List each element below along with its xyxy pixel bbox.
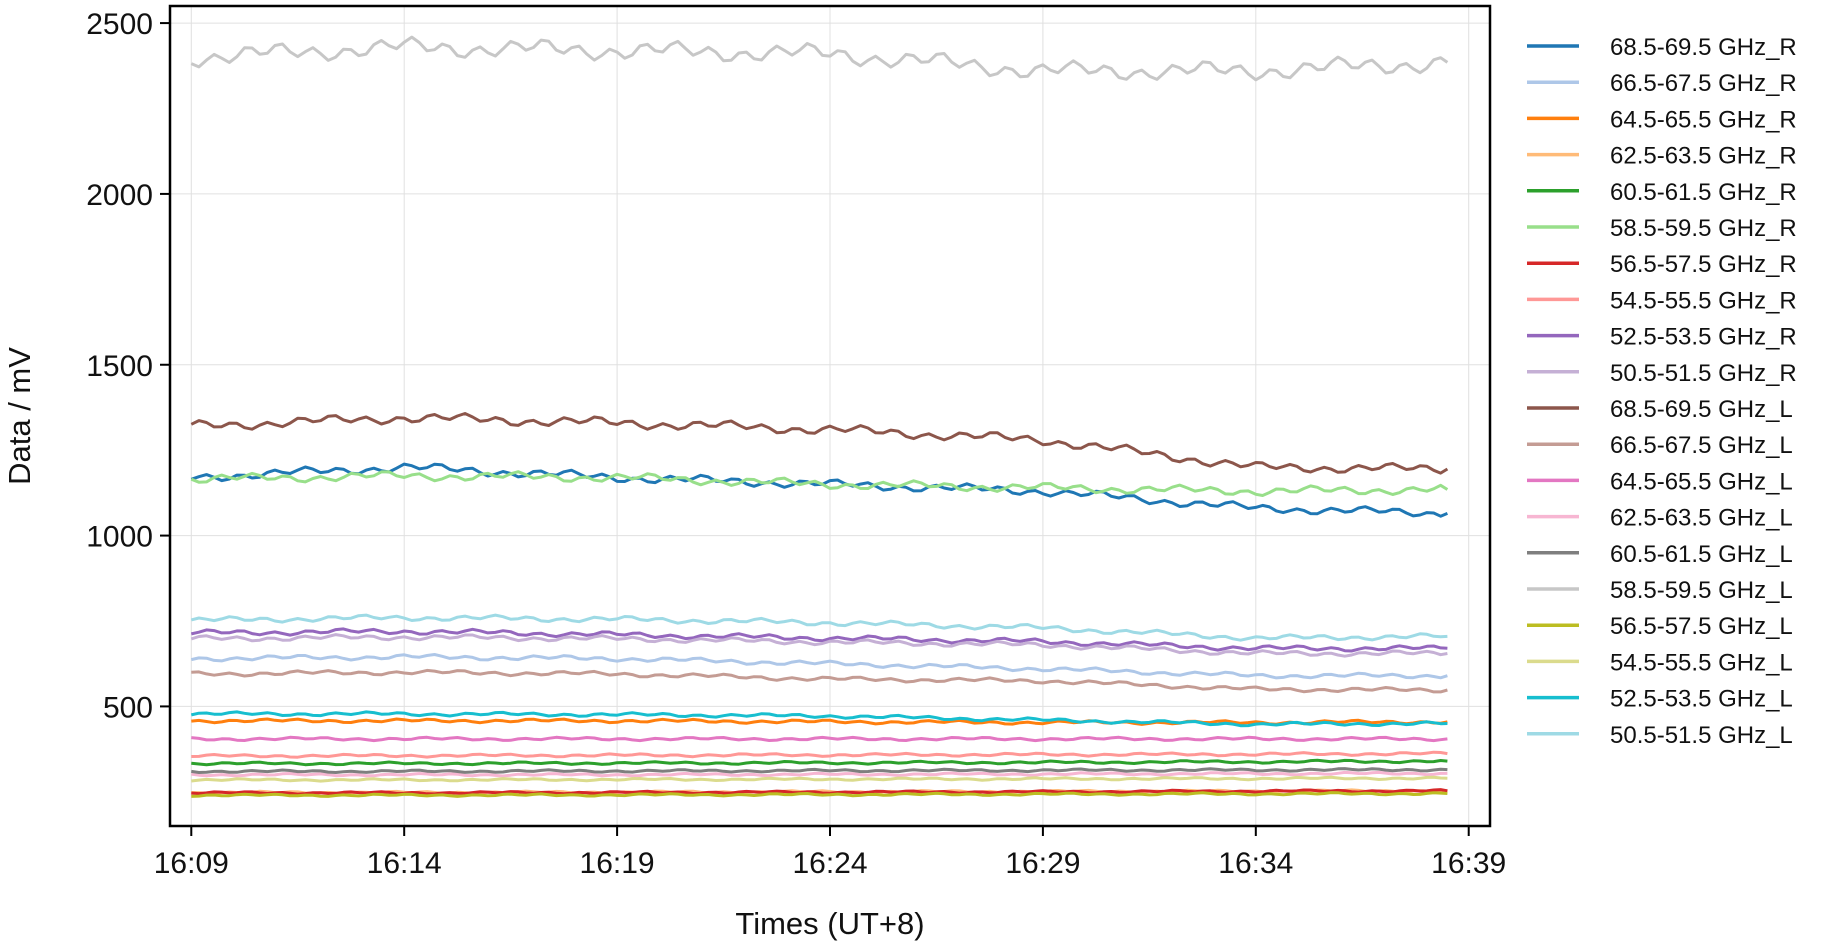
y-tick-label: 500 xyxy=(103,691,153,724)
grid xyxy=(170,6,1490,826)
legend-label: 68.5-69.5 GHz_R xyxy=(1610,34,1797,61)
y-axis-title: Data / mV xyxy=(2,347,37,485)
legend: 68.5-69.5 GHz_R 66.5-67.5 GHz_R 64.5-65.5 … xyxy=(1527,34,1797,749)
series-line xyxy=(190,35,1449,82)
legend-label: 68.5-69.5 GHz_L xyxy=(1610,396,1793,423)
series-line xyxy=(191,767,1448,774)
series-line xyxy=(190,613,1448,642)
legend-label: 60.5-61.5 GHz_L xyxy=(1610,541,1793,568)
legend-label: 66.5-67.5 GHz_R xyxy=(1610,70,1797,97)
legend-label: 56.5-57.5 GHz_R xyxy=(1610,251,1797,278)
legend-label: 50.5-51.5 GHz_L xyxy=(1610,722,1793,749)
legend-label: 58.5-59.5 GHz_R xyxy=(1610,215,1797,242)
legend-label: 52.5-53.5 GHz_L xyxy=(1610,686,1793,713)
legend-label: 54.5-55.5 GHz_R xyxy=(1610,287,1797,314)
series-line xyxy=(190,462,1448,518)
y-axis: 500 1000 1500 2000 2500 xyxy=(86,8,170,724)
x-tick-label: 16:19 xyxy=(580,847,655,880)
series-line xyxy=(190,470,1449,497)
series-line xyxy=(190,653,1448,680)
series-line xyxy=(191,758,1448,767)
legend-label: 56.5-57.5 GHz_L xyxy=(1610,613,1793,640)
series-line xyxy=(191,775,1448,783)
x-axis: 16:09 16:14 16:19 16:24 16:29 16:34 16:39 xyxy=(154,826,1506,880)
plot-lines xyxy=(190,35,1449,798)
legend-label: 54.5-55.5 GHz_L xyxy=(1610,649,1793,676)
x-tick-label: 16:24 xyxy=(792,847,867,880)
x-axis-title: Times (UT+8) xyxy=(735,906,924,941)
x-tick-label: 16:39 xyxy=(1431,847,1506,880)
series-line xyxy=(190,710,1448,728)
series-line xyxy=(190,633,1448,658)
y-tick-label: 1000 xyxy=(86,521,153,554)
legend-label: 60.5-61.5 GHz_R xyxy=(1610,179,1797,206)
legend-label: 64.5-65.5 GHz_R xyxy=(1610,106,1797,133)
y-tick-label: 2000 xyxy=(86,179,153,212)
legend-label: 52.5-53.5 GHz_R xyxy=(1610,324,1797,351)
legend-label: 62.5-63.5 GHz_L xyxy=(1610,505,1793,532)
legend-label: 50.5-51.5 GHz_R xyxy=(1610,360,1797,387)
y-tick-label: 1500 xyxy=(86,350,153,383)
x-tick-label: 16:34 xyxy=(1218,847,1293,880)
x-tick-label: 16:09 xyxy=(154,847,229,880)
series-line xyxy=(191,750,1448,759)
series-line xyxy=(191,770,1448,778)
series-line xyxy=(190,412,1449,475)
y-tick-label: 2500 xyxy=(86,8,153,41)
series-line xyxy=(191,717,1448,726)
series-line xyxy=(191,668,1448,694)
x-tick-label: 16:29 xyxy=(1005,847,1080,880)
legend-label: 62.5-63.5 GHz_R xyxy=(1610,143,1797,170)
series-line xyxy=(191,735,1448,743)
series-line xyxy=(191,791,1448,798)
legend-label: 66.5-67.5 GHz_L xyxy=(1610,432,1793,459)
x-tick-label: 16:14 xyxy=(367,847,442,880)
legend-label: 58.5-59.5 GHz_L xyxy=(1610,577,1793,604)
legend-label: 64.5-65.5 GHz_L xyxy=(1610,468,1793,495)
series-line xyxy=(190,627,1448,653)
